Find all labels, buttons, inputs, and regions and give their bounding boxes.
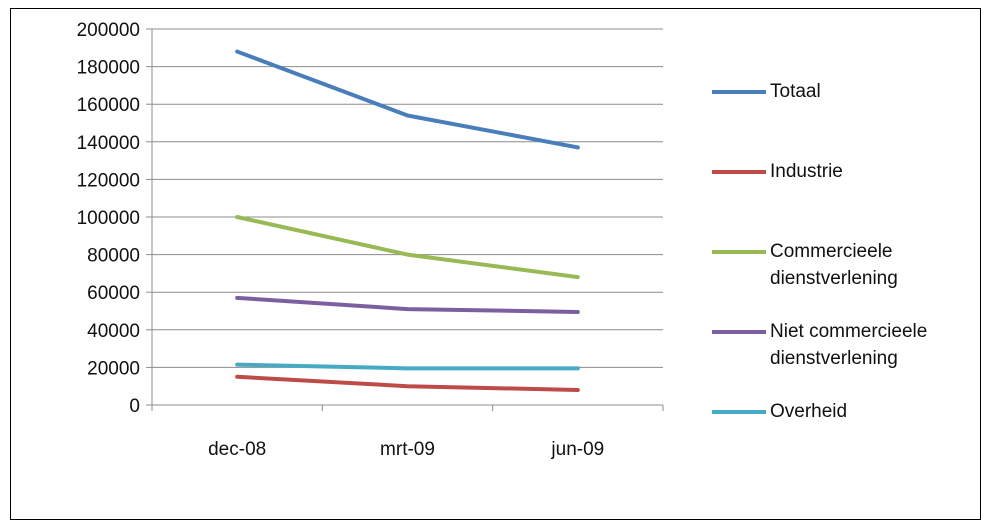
- y-tick-label: 100000: [77, 208, 140, 229]
- legend-item-totaal: Totaal: [712, 78, 970, 105]
- series-line-2: [235, 215, 580, 280]
- y-tick-label: 200000: [77, 20, 140, 41]
- legend-label-overheid: Overheid: [770, 401, 848, 422]
- legend-swatch-overheid: [712, 410, 766, 414]
- x-tick-label: mrt-09: [380, 439, 435, 460]
- y-tick-label: 80000: [87, 246, 140, 267]
- legend-swatch-commercieele: [712, 250, 766, 254]
- legend-item-overheid: Overheid: [712, 398, 970, 425]
- axes: [146, 28, 664, 411]
- x-tick-labels: dec-08 mrt-09 jun-09: [208, 439, 604, 460]
- legend-item-niet-commercieele: Niet commercieele dienstverlening: [712, 318, 970, 372]
- y-tick-labels: 0 20000 40000 60000 80000 100000 120000 140000 1…: [77, 20, 140, 417]
- legend-label-niet-commercieele: Niet commercieele dienstverlening: [770, 321, 928, 369]
- series-line-4: [235, 362, 580, 371]
- legend-item-commercieele: Commercieele dienstverlening: [712, 238, 970, 292]
- legend-label-industrie: Industrie: [770, 161, 843, 182]
- legend-swatch-industrie: [712, 170, 766, 174]
- x-tick-label: jun-09: [550, 439, 604, 460]
- legend-swatch-totaal: [712, 90, 766, 94]
- legend-swatch-niet-commercieele: [712, 330, 766, 334]
- legend-label-totaal: Totaal: [770, 81, 821, 102]
- y-tick-label: 40000: [87, 321, 140, 342]
- y-tick-label: 60000: [87, 283, 140, 304]
- y-tick-label: 20000: [87, 358, 140, 379]
- series-lines: [235, 49, 580, 392]
- series-line-0: [235, 49, 580, 150]
- y-tick-label: 180000: [77, 58, 140, 79]
- chart-frame: [10, 8, 981, 520]
- series-line-1: [235, 374, 580, 392]
- legend-item-industrie: Industrie: [712, 158, 970, 185]
- gridlines: [152, 28, 663, 368]
- y-tick-label: 0: [129, 396, 140, 417]
- x-tick-label: dec-08: [208, 439, 266, 460]
- legend-label-commercieele: Commercieele dienstverlening: [770, 241, 898, 289]
- y-tick-label: 140000: [77, 133, 140, 154]
- series-line-3: [235, 295, 580, 314]
- y-tick-label: 120000: [77, 170, 140, 191]
- y-tick-label: 160000: [77, 95, 140, 116]
